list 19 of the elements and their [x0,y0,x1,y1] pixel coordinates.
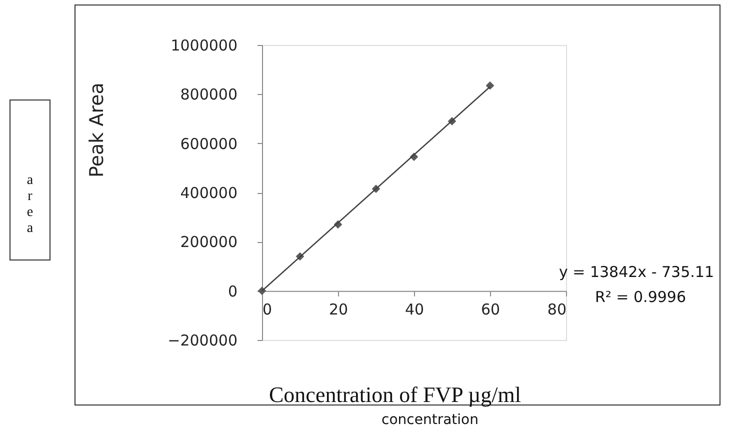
point [486,81,494,90]
text: R² = 0.9996 [594,288,686,306]
x-axis-title: Concentration of FVP µg/ml [268,382,522,407]
y-tick-label: −200000 [168,332,238,350]
x-tick-label: 60 [480,300,500,318]
y-tick-label: 400000 [180,184,238,202]
text: area [26,173,34,236]
y-axis-title: Peak Area [86,82,108,178]
y-tick-label: 1000000 [170,36,238,54]
y-tick-label: 200000 [180,233,238,252]
x-tick-label: 0 [262,300,272,318]
x-tick-label: 40 [404,300,424,318]
text: concentration [382,412,478,428]
x-tick-label: 20 [328,300,348,318]
x-tick-label: 80 [547,300,566,318]
annotation: y = 13842x - 735.11 [558,263,714,281]
y-tick-label: 800000 [180,86,238,104]
y-tick-label: 0 [228,282,238,300]
y-tick-label: 600000 [180,134,238,153]
